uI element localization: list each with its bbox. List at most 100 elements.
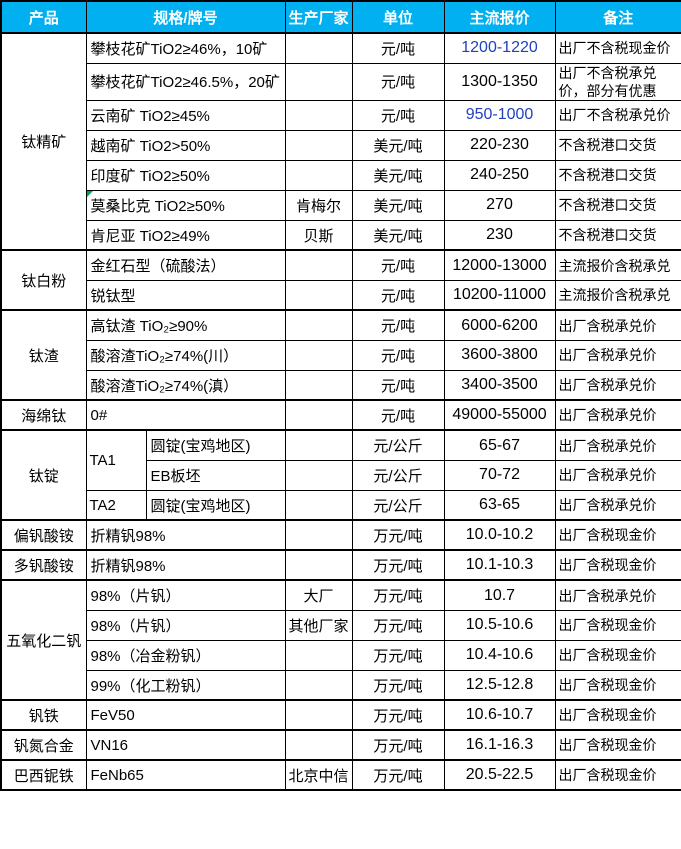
table-row: 云南矿 TiO2≥45% 元/吨 950-1000 出厂不含税承兑价 xyxy=(1,99,681,131)
table-row: 酸溶渣TiO₂≥74%(川） 元/吨 3600-3800 出厂含税承兑价 xyxy=(1,339,681,371)
price-cell: 70-72 xyxy=(443,459,556,491)
price-cell: 1300-1350 xyxy=(443,62,556,101)
header-unit: 单位 xyxy=(351,0,445,34)
price-cell-text: 49000-55000 xyxy=(452,406,547,424)
product-group-cell: 钒氮合金 xyxy=(0,729,87,761)
grade-cell-text: TA1 xyxy=(89,452,116,470)
spec-cell: 0# xyxy=(85,399,286,431)
spec-cell: 高钛渣 TiO₂≥90% xyxy=(85,309,286,341)
price-cell: 63-65 xyxy=(443,489,556,521)
note-cell-text: 出厂不含税承兑价，部分有优惠 xyxy=(558,64,657,99)
manufacturer-cell: 大厂 xyxy=(284,579,353,611)
price-cell: 49000-55000 xyxy=(443,399,556,431)
product-group-cell-text: 钒铁 xyxy=(28,707,59,725)
spec-cell: 98%（冶金粉钒） xyxy=(85,639,286,671)
product-group-cell: 钒铁 xyxy=(0,699,87,731)
table-row: 98%（冶金粉钒） 万元/吨 10.4-10.6 出厂含税现金价 xyxy=(1,639,681,671)
manufacturer-cell xyxy=(284,459,353,491)
spec-cell-text: 印度矿 TiO2≥50% xyxy=(90,167,210,185)
price-cell-text: 12000-13000 xyxy=(452,256,547,274)
product-group-cell: 偏钒酸铵 xyxy=(0,519,87,551)
table-row: 钒氮合金 VN16 万元/吨 16.1-16.3 出厂含税现金价 xyxy=(0,729,681,761)
unit-cell: 万元/吨 xyxy=(351,729,445,761)
unit-cell-text: 万元/吨 xyxy=(373,647,423,665)
unit-cell-text: 万元/吨 xyxy=(373,677,423,695)
spec-cell: 圆锭(宝鸡地区) xyxy=(145,489,286,521)
table-row: 海绵钛 0# 元/吨 49000-55000 出厂含税承兑价 xyxy=(0,399,681,431)
price-cell-text: 230 xyxy=(486,226,513,244)
product-group-cell: 五氧化二钒 xyxy=(0,579,87,701)
header-product: 产品 xyxy=(0,0,87,34)
spec-cell-text: 莫桑比克 TiO2≥50% xyxy=(90,197,225,215)
price-cell: 10.4-10.6 xyxy=(443,639,556,671)
spec-cell: 98%（片钒） xyxy=(85,579,286,611)
product-group-cell-text: 海绵钛 xyxy=(21,407,67,425)
unit-cell-text: 万元/吨 xyxy=(373,707,423,725)
spec-cell-text: 圆锭(宝鸡地区) xyxy=(150,497,251,515)
spec-cell-text: 攀枝花矿TiO2≥46.5%，20矿 xyxy=(90,74,280,92)
price-cell-text: 950-1000 xyxy=(465,106,534,124)
note-cell-text: 主流报价含税承兑 xyxy=(558,287,671,304)
spec-cell: 金红石型（硫酸法） xyxy=(85,249,286,281)
spec-cell-text: 酸溶渣TiO₂≥74%(滇） xyxy=(90,377,239,395)
price-cell-text: 70-72 xyxy=(479,466,520,484)
note-cell-text: 出厂含税现金价 xyxy=(558,737,657,754)
spec-cell-text: EB板坯 xyxy=(150,467,201,485)
header-spec: 规格/牌号 xyxy=(85,0,286,34)
spec-cell-text: 云南矿 TiO2≥45% xyxy=(90,107,210,125)
price-cell-text: 6000-6200 xyxy=(461,316,538,334)
manufacturer-cell xyxy=(284,429,353,461)
product-group-cell-text: 钛精矿 xyxy=(21,134,67,152)
price-cell: 230 xyxy=(443,219,556,251)
manufacturer-cell: 其他厂家 xyxy=(284,609,353,641)
manufacturer-cell xyxy=(284,699,353,731)
table-row: 莫桑比克 TiO2≥50% 肯梅尔 美元/吨 270 不含税港口交货 xyxy=(1,189,681,221)
spec-cell: 锐钛型 xyxy=(85,279,286,311)
spec-cell-text: 0# xyxy=(90,406,108,424)
manufacturer-cell xyxy=(284,279,353,311)
spec-cell-text: 攀枝花矿TiO2≥46%，10矿 xyxy=(90,40,268,58)
note-cell-text: 出厂含税承兑价 xyxy=(558,407,657,424)
unit-cell-text: 万元/吨 xyxy=(373,588,423,606)
manufacturer-cell xyxy=(284,669,353,701)
manufacturer-cell: 肯梅尔 xyxy=(284,189,353,221)
price-cell-text: 3600-3800 xyxy=(461,346,538,364)
unit-cell: 万元/吨 xyxy=(351,549,445,581)
unit-cell: 元/吨 xyxy=(351,309,445,341)
unit-cell-text: 美元/吨 xyxy=(373,137,423,155)
note-cell: 不含税港口交货 xyxy=(554,159,681,191)
product-group-cell-text: 偏钒酸铵 xyxy=(13,527,74,545)
unit-cell: 美元/吨 xyxy=(351,129,445,161)
unit-cell: 元/吨 xyxy=(351,399,445,431)
price-cell-text: 1300-1350 xyxy=(461,72,538,90)
price-cell: 20.5-22.5 xyxy=(443,759,556,791)
product-group-cell-text: 钛锭 xyxy=(28,467,59,485)
spec-cell-text: 高钛渣 TiO₂≥90% xyxy=(90,318,208,336)
product-group-cell-text: 巴西铌铁 xyxy=(13,767,74,785)
table-row: 钛白粉 金红石型（硫酸法） 元/吨 12000-13000 主流报价含税承兑 xyxy=(0,249,681,311)
spec-cell-text: 99%（化工粉钒） xyxy=(90,677,211,695)
unit-cell-text: 元/吨 xyxy=(380,318,416,336)
table-row: 锐钛型 元/吨 10200-11000 主流报价含税承兑 xyxy=(1,279,681,311)
spec-cell: 莫桑比克 TiO2≥50% xyxy=(85,189,286,221)
manufacturer-cell-text: 其他厂家 xyxy=(288,617,349,635)
manufacturer-cell xyxy=(284,399,353,431)
table-row: 攀枝花矿TiO2≥46.5%，20矿 元/吨 1300-1350 出厂不含税承兑价，部… xyxy=(1,62,681,101)
unit-cell: 元/公斤 xyxy=(351,489,445,521)
price-cell-text: 65-67 xyxy=(479,436,520,454)
note-cell: 出厂含税承兑价 xyxy=(554,579,681,611)
unit-cell: 元/吨 xyxy=(351,279,445,311)
spec-cell-text: FeNb65 xyxy=(90,766,144,784)
price-cell-text: 12.5-12.8 xyxy=(465,676,534,694)
unit-cell-text: 元/吨 xyxy=(380,347,416,365)
note-cell: 出厂含税现金价 xyxy=(554,639,681,671)
table-row: 偏钒酸铵 折精钒98% 万元/吨 10.0-10.2 出厂含税现金价 xyxy=(0,519,681,551)
note-cell-text: 出厂含税承兑价 xyxy=(558,587,657,604)
spec-cell: 攀枝花矿TiO2≥46%，10矿 xyxy=(85,32,286,64)
product-group-cell-text: 钛白粉 xyxy=(21,272,67,290)
note-cell: 出厂不含税承兑价，部分有优惠 xyxy=(554,62,681,101)
commodity-price-table: 产品 规格/牌号 生产厂家 单位 主流报价 备注 钛精矿 攀枝花矿TiO2≥46%… xyxy=(0,0,681,792)
price-cell: 950-1000 xyxy=(443,99,556,131)
manufacturer-cell-text: 大厂 xyxy=(303,588,334,606)
note-cell: 出厂不含税承兑价 xyxy=(554,99,681,131)
